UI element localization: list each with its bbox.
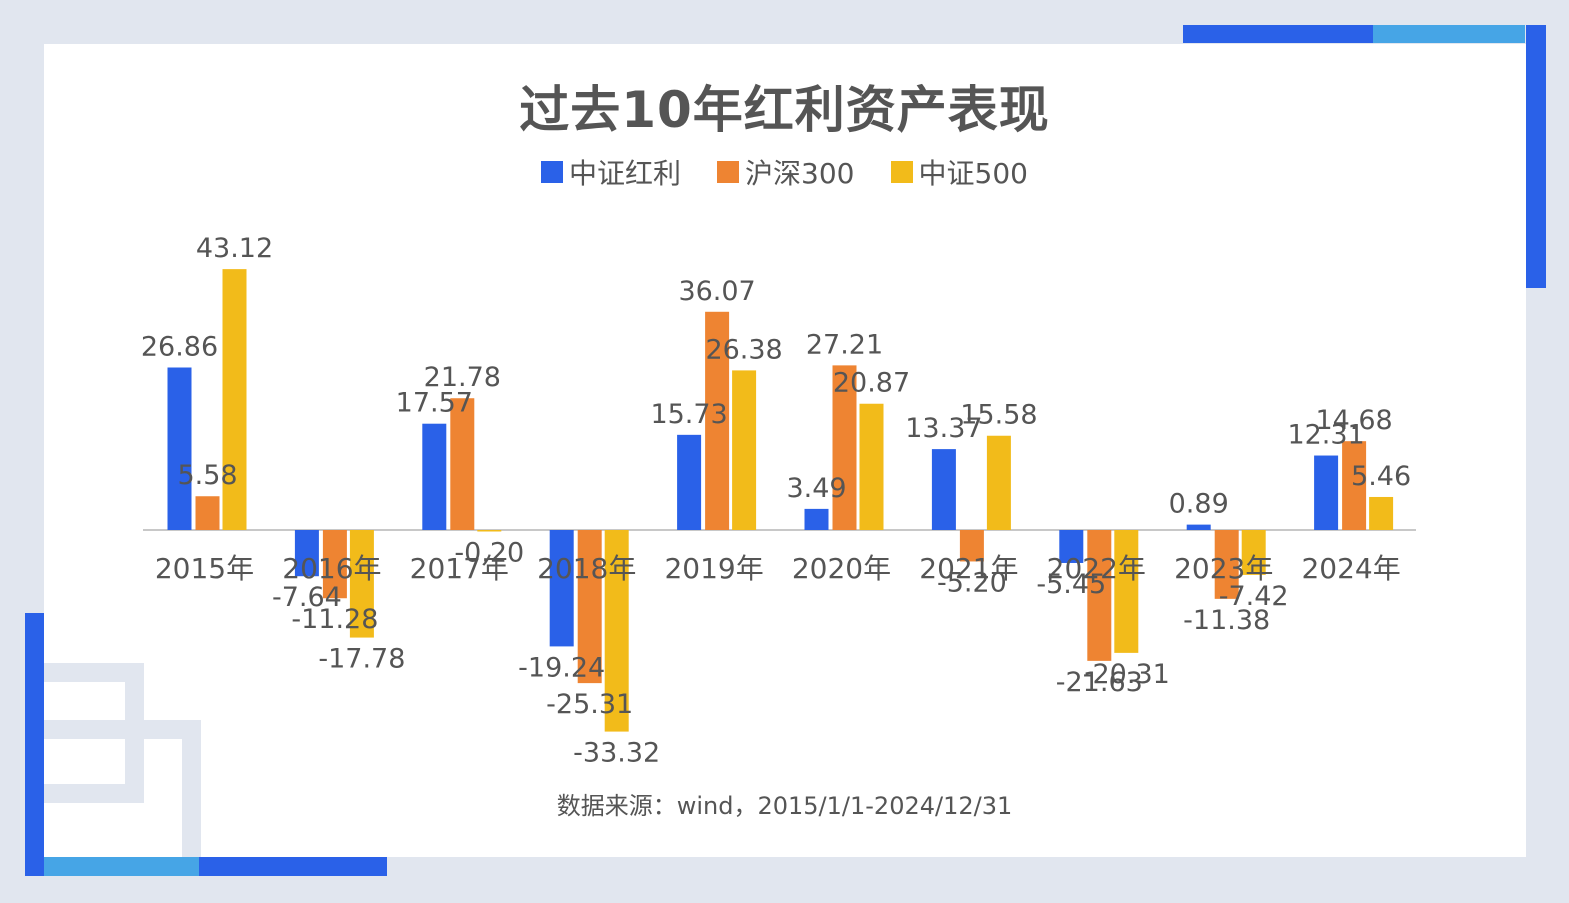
data-label-1-9: 0.89	[1169, 489, 1229, 520]
data-label-3-6: 20.87	[833, 368, 910, 399]
x-tick-label-4: 2018年	[537, 552, 636, 585]
bar-2-6	[832, 365, 857, 530]
x-tick-label-7: 2021年	[919, 552, 1018, 585]
bar-1-3	[422, 423, 447, 530]
bar-3-7	[986, 435, 1011, 530]
bar-3-10	[1369, 496, 1394, 530]
bar-2-10	[1342, 441, 1367, 530]
data-label-3-4: -33.32	[573, 738, 660, 769]
data-label-1-4: -19.24	[518, 652, 605, 683]
data-label-1-8: -5.45	[1036, 569, 1106, 600]
bar-3-5	[732, 370, 757, 530]
bar-1-2	[294, 530, 319, 577]
data-label-2-1: 5.58	[177, 460, 237, 491]
frame-square-outline-2	[44, 720, 201, 857]
bottom-left-accent-bar	[44, 857, 199, 876]
bar-3-8	[1114, 530, 1139, 653]
legend-swatch-series-3	[890, 161, 913, 183]
data-label-2-5: 36.07	[678, 276, 755, 307]
data-label-1-6: 3.49	[786, 473, 846, 504]
x-tick-label-3: 2017年	[410, 552, 509, 585]
data-label-3-3: -0.20	[454, 538, 524, 569]
data-label-1-7: 13.37	[905, 413, 982, 444]
legend-label-series-2: 沪深300	[745, 157, 855, 190]
x-tick-label-5: 2019年	[664, 552, 763, 585]
x-tick-label-6: 2020年	[792, 552, 891, 585]
data-label-3-8: -20.31	[1083, 659, 1170, 690]
legend-label-series-1: 中证红利	[569, 157, 682, 190]
bar-2-8	[1087, 530, 1112, 661]
top-right-accent-bar-light	[1373, 25, 1525, 43]
bar-3-6	[859, 403, 884, 530]
bar-1-4	[549, 530, 574, 647]
chart-card	[44, 44, 1526, 857]
bar-1-1	[167, 367, 192, 530]
data-label-3-9: -7.42	[1219, 581, 1289, 612]
data-label-3-10: 5.46	[1351, 461, 1411, 492]
data-label-3-2: -17.78	[318, 644, 405, 675]
data-label-1-2: -7.64	[272, 582, 342, 613]
data-label-2-9: -11.38	[1183, 605, 1270, 636]
legend-label-series-3: 中证500	[918, 157, 1028, 190]
top-right-accent-bar	[1183, 25, 1373, 43]
bar-2-5	[705, 311, 730, 530]
data-label-2-10: 14.68	[1315, 405, 1392, 436]
data-label-1-1: 26.86	[141, 331, 218, 362]
bar-1-6	[804, 508, 829, 530]
legend-swatch-series-1	[541, 161, 564, 183]
bar-2-7	[959, 530, 984, 562]
bar-3-1	[222, 269, 247, 530]
bar-2-2	[322, 530, 347, 599]
bottom-left-accent-bar-dark	[199, 857, 387, 876]
data-label-1-3: 17.57	[396, 388, 473, 419]
legend-item-series-1: 中证红利	[541, 152, 681, 192]
data-label-2-4: -25.31	[546, 689, 633, 720]
bar-1-9	[1186, 524, 1211, 530]
left-accent-bar	[25, 613, 44, 876]
data-source-note: 数据来源：wind，2015/1/1-2024/12/31	[556, 792, 1013, 820]
data-label-1-5: 15.73	[650, 399, 727, 430]
right-accent-bar	[1526, 25, 1546, 288]
x-tick-label-1: 2015年	[155, 552, 254, 585]
chart-legend: 中证红利 沪深300 中证500	[0, 152, 1569, 192]
data-label-1-10: 12.31	[1287, 420, 1364, 451]
bar-3-9	[1241, 530, 1266, 575]
legend-item-series-2: 沪深300	[717, 152, 855, 192]
data-label-3-5: 26.38	[705, 334, 782, 365]
bar-2-9	[1214, 530, 1239, 599]
bar-3-2	[349, 530, 374, 638]
chart-title: 过去10年红利资产表现	[519, 81, 1050, 139]
data-label-2-7: -5.20	[937, 567, 1007, 598]
legend-item-series-3: 中证500	[890, 152, 1028, 192]
bar-1-7	[931, 449, 956, 530]
data-label-2-6: 27.21	[806, 329, 883, 360]
bar-1-5	[677, 434, 702, 530]
legend-swatch-series-2	[717, 161, 740, 183]
bar-2-4	[577, 530, 602, 684]
data-label-2-2: -11.28	[291, 604, 378, 635]
bar-2-1	[195, 496, 220, 530]
bar-3-3	[477, 530, 502, 532]
data-label-2-8: -21.63	[1056, 667, 1143, 698]
bar-1-8	[1059, 530, 1084, 563]
x-tick-label-9: 2023年	[1174, 552, 1273, 585]
data-label-3-7: 15.58	[960, 400, 1037, 431]
bar-1-10	[1314, 455, 1339, 530]
x-tick-label-2: 2016年	[282, 552, 381, 585]
bar-3-4	[604, 530, 629, 732]
x-tick-label-8: 2022年	[1047, 552, 1146, 585]
data-label-2-3: 21.78	[424, 362, 501, 393]
x-tick-label-10: 2024年	[1301, 552, 1400, 585]
bar-2-3	[450, 398, 475, 530]
data-label-3-1: 43.12	[196, 233, 273, 264]
